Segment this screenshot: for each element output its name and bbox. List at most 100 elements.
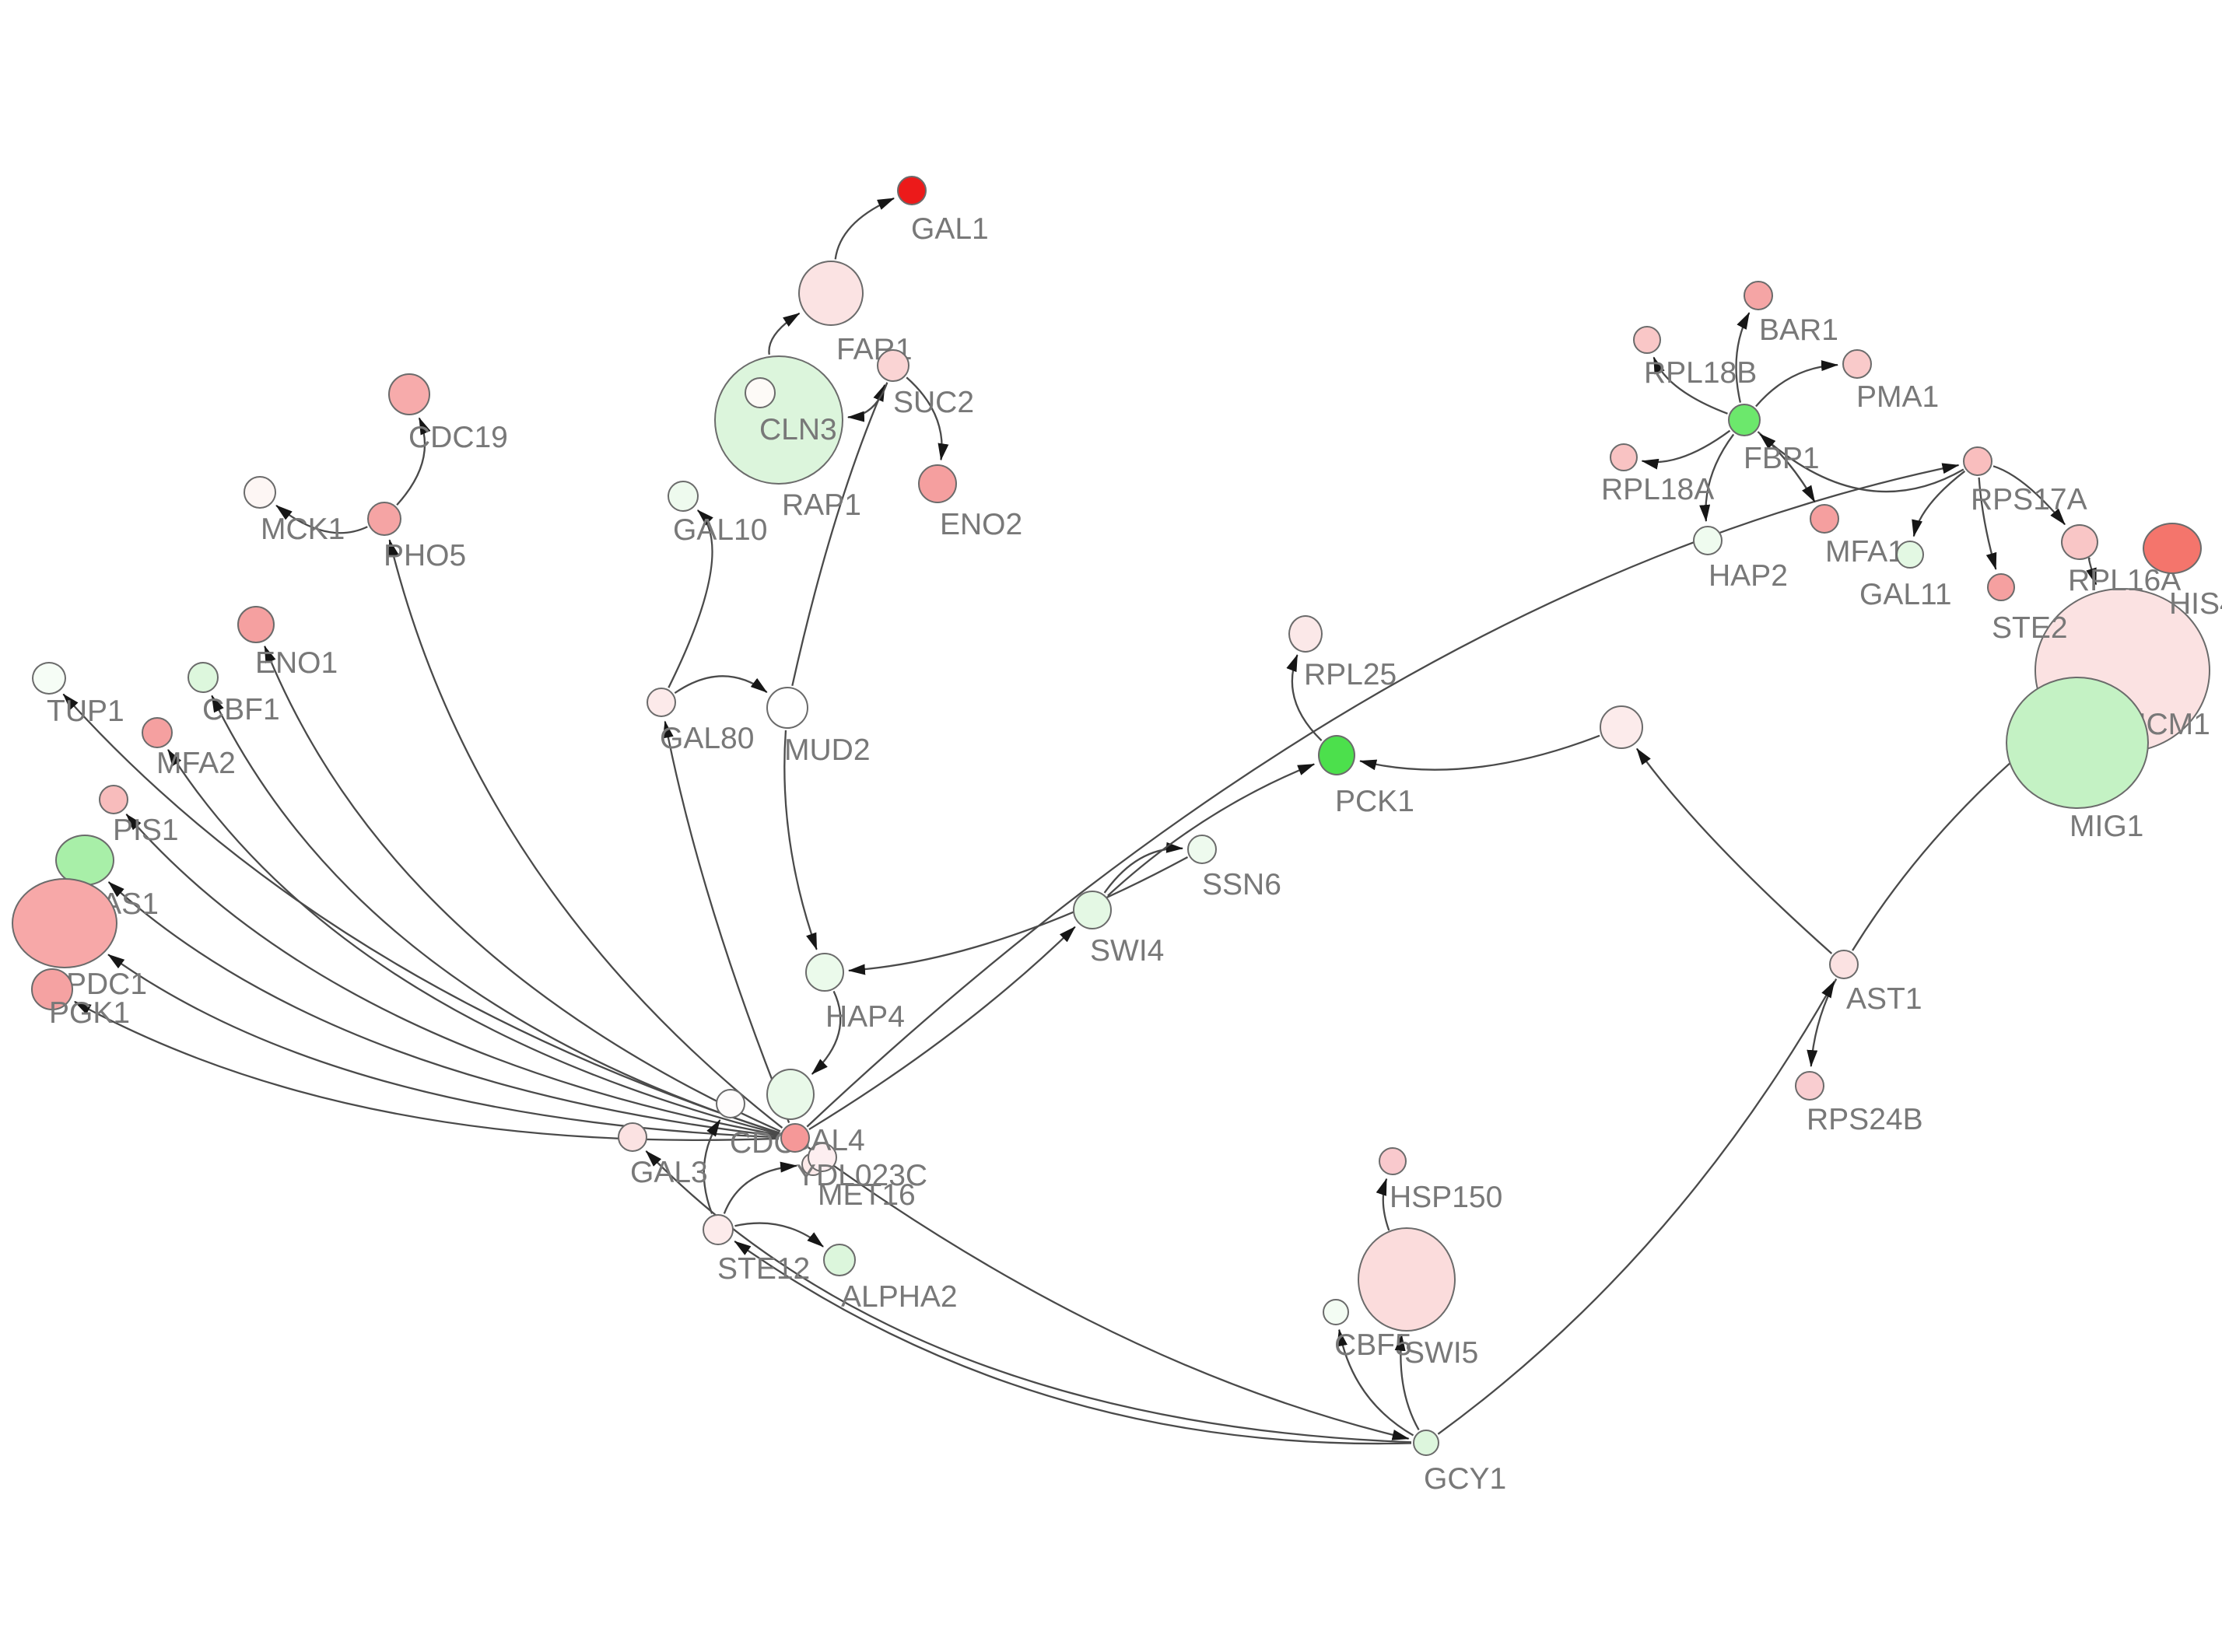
edge-gal4-pdc1[interactable] <box>107 954 780 1139</box>
node-cdcw[interactable] <box>716 1089 745 1118</box>
node-gcy1[interactable] <box>1413 1430 1439 1456</box>
node-bar1[interactable] <box>1744 281 1773 310</box>
node-ste12[interactable] <box>703 1214 734 1245</box>
node-pgk1[interactable] <box>31 968 73 1010</box>
edge-far1-gal1[interactable] <box>834 197 895 260</box>
edge-gal80-gal10[interactable] <box>668 509 713 688</box>
node-gal11[interactable] <box>1896 541 1924 569</box>
edge-rps17a-fbp1[interactable] <box>1759 433 1964 493</box>
edge-gal4-swi4[interactable] <box>808 926 1076 1131</box>
node-pck1[interactable] <box>1318 735 1355 775</box>
node-cbf1[interactable] <box>188 662 219 693</box>
edge-ast1-rps24b[interactable] <box>1807 978 1838 1068</box>
edge-pho5-cdc19[interactable] <box>396 417 431 506</box>
node-hap2[interactable] <box>1693 526 1723 555</box>
node-rpl18a[interactable] <box>1610 443 1638 471</box>
node-pho5[interactable] <box>367 502 401 536</box>
node-cln3[interactable] <box>714 355 843 485</box>
edge-pck1-rpl25[interactable] <box>1286 654 1323 741</box>
node-hsp150[interactable] <box>1379 1147 1407 1175</box>
edge-gal4-gal80[interactable] <box>662 720 790 1123</box>
node-rap1[interactable] <box>745 377 776 408</box>
node-eno1[interactable] <box>237 606 275 643</box>
node-suc2[interactable] <box>877 349 909 382</box>
edge-ssn6-hap4[interactable] <box>847 856 1189 975</box>
edge-gcy1-gal3[interactable] <box>645 1150 1412 1444</box>
edge-gal4-eno1[interactable] <box>264 645 781 1132</box>
node-pma1[interactable] <box>1842 349 1872 379</box>
edge-gal4-mfa2[interactable] <box>167 749 780 1135</box>
edge-gal4-tup1[interactable] <box>62 693 780 1134</box>
edge-fbp1-bar1[interactable] <box>1735 312 1751 403</box>
edge-rpl16a-mcm1[interactable] <box>2086 557 2098 586</box>
edge-ast1-anon1[interactable] <box>1635 747 1833 954</box>
edge-gal4-gcy1[interactable] <box>808 1146 1410 1440</box>
edge-suc2-cln3[interactable] <box>846 382 888 422</box>
node-mig1[interactable] <box>2006 677 2149 809</box>
edge-gcy1-ast1[interactable] <box>1437 980 1835 1435</box>
node-hap4[interactable] <box>805 953 844 992</box>
node-mfa1[interactable] <box>1810 504 1839 534</box>
edge-ste12-alpha2[interactable] <box>734 1222 824 1248</box>
edge-anon1-pck1[interactable] <box>1359 734 1600 771</box>
node-anon2[interactable] <box>766 1069 815 1120</box>
node-swi5[interactable] <box>1358 1227 1456 1332</box>
edge-fbp1-rpl18a[interactable] <box>1641 429 1731 470</box>
edge-ste12-cdcw[interactable] <box>703 1119 721 1214</box>
node-pdc1[interactable] <box>12 878 117 968</box>
node-mfa2[interactable] <box>142 717 173 748</box>
edge-gal4-pho5[interactable] <box>387 539 783 1129</box>
node-gal10[interactable] <box>668 481 699 512</box>
edge-hap4-anon2[interactable] <box>811 990 842 1075</box>
edge-gcy1-swi5[interactable] <box>1394 1333 1420 1431</box>
edge-mud2-suc2[interactable] <box>791 383 886 686</box>
node-mck1[interactable] <box>244 476 276 509</box>
node-ste2[interactable] <box>1987 573 2015 601</box>
node-gal4[interactable] <box>780 1123 810 1153</box>
edge-gcy1-ste12[interactable] <box>734 1241 1412 1445</box>
node-gal1[interactable] <box>897 176 927 205</box>
edge-cln3-far1[interactable] <box>768 312 801 355</box>
edge-gal4-pgk1[interactable] <box>74 1000 780 1142</box>
node-far1[interactable] <box>798 261 864 326</box>
edge-suc2-eno2[interactable] <box>906 376 949 461</box>
edge-ste12-met16[interactable] <box>723 1161 798 1214</box>
edge-gal80-mud2[interactable] <box>674 675 768 695</box>
edge-rps17a-rpl16a[interactable] <box>1992 465 2066 526</box>
edge-pho5-mck1[interactable] <box>275 504 368 534</box>
edge-fbp1-pma1[interactable] <box>1755 360 1839 408</box>
node-rps24b[interactable] <box>1795 1071 1824 1101</box>
node-anon1[interactable] <box>1600 705 1643 749</box>
edge-gal4-ras1[interactable] <box>107 881 780 1137</box>
node-ydl023c[interactable] <box>808 1143 837 1172</box>
edge-gal4-cbf1[interactable] <box>211 695 780 1134</box>
node-alpha2[interactable] <box>823 1244 856 1276</box>
node-eno2[interactable] <box>918 464 957 503</box>
node-swi4[interactable] <box>1073 891 1112 929</box>
node-ast1[interactable] <box>1829 950 1859 979</box>
edge-mud2-hap4[interactable] <box>783 730 818 950</box>
node-cdc19[interactable] <box>388 373 430 415</box>
node-mud2[interactable] <box>766 687 808 729</box>
edge-gcy1-cbf5[interactable] <box>1337 1328 1414 1437</box>
node-ssn6[interactable] <box>1187 835 1217 864</box>
node-pis1[interactable] <box>99 785 128 814</box>
node-gal3[interactable] <box>618 1122 647 1152</box>
edge-gal4-rps17a[interactable] <box>806 463 1960 1128</box>
edge-swi4-ssn6[interactable] <box>1103 842 1184 894</box>
edge-fbp1-rpl18b[interactable] <box>1652 356 1728 415</box>
edge-swi4-pck1[interactable] <box>1107 763 1316 897</box>
edge-rps17a-ste2[interactable] <box>1978 477 1997 570</box>
node-cbf5[interactable] <box>1323 1299 1349 1325</box>
node-gal80[interactable] <box>647 688 676 717</box>
edge-gal4-pis1[interactable] <box>125 814 780 1136</box>
edge-rps17a-gal11[interactable] <box>1912 470 1966 537</box>
node-rpl25[interactable] <box>1288 615 1323 653</box>
edge-fbp1-hap2[interactable] <box>1699 433 1735 523</box>
node-tup1[interactable] <box>32 662 66 695</box>
node-rpl16a[interactable] <box>2061 524 2098 560</box>
node-his4[interactable] <box>2143 523 2202 574</box>
node-rps17a[interactable] <box>1963 446 1992 476</box>
edge-swi5-hsp150[interactable] <box>1376 1178 1390 1231</box>
node-rpl18b[interactable] <box>1633 326 1661 354</box>
